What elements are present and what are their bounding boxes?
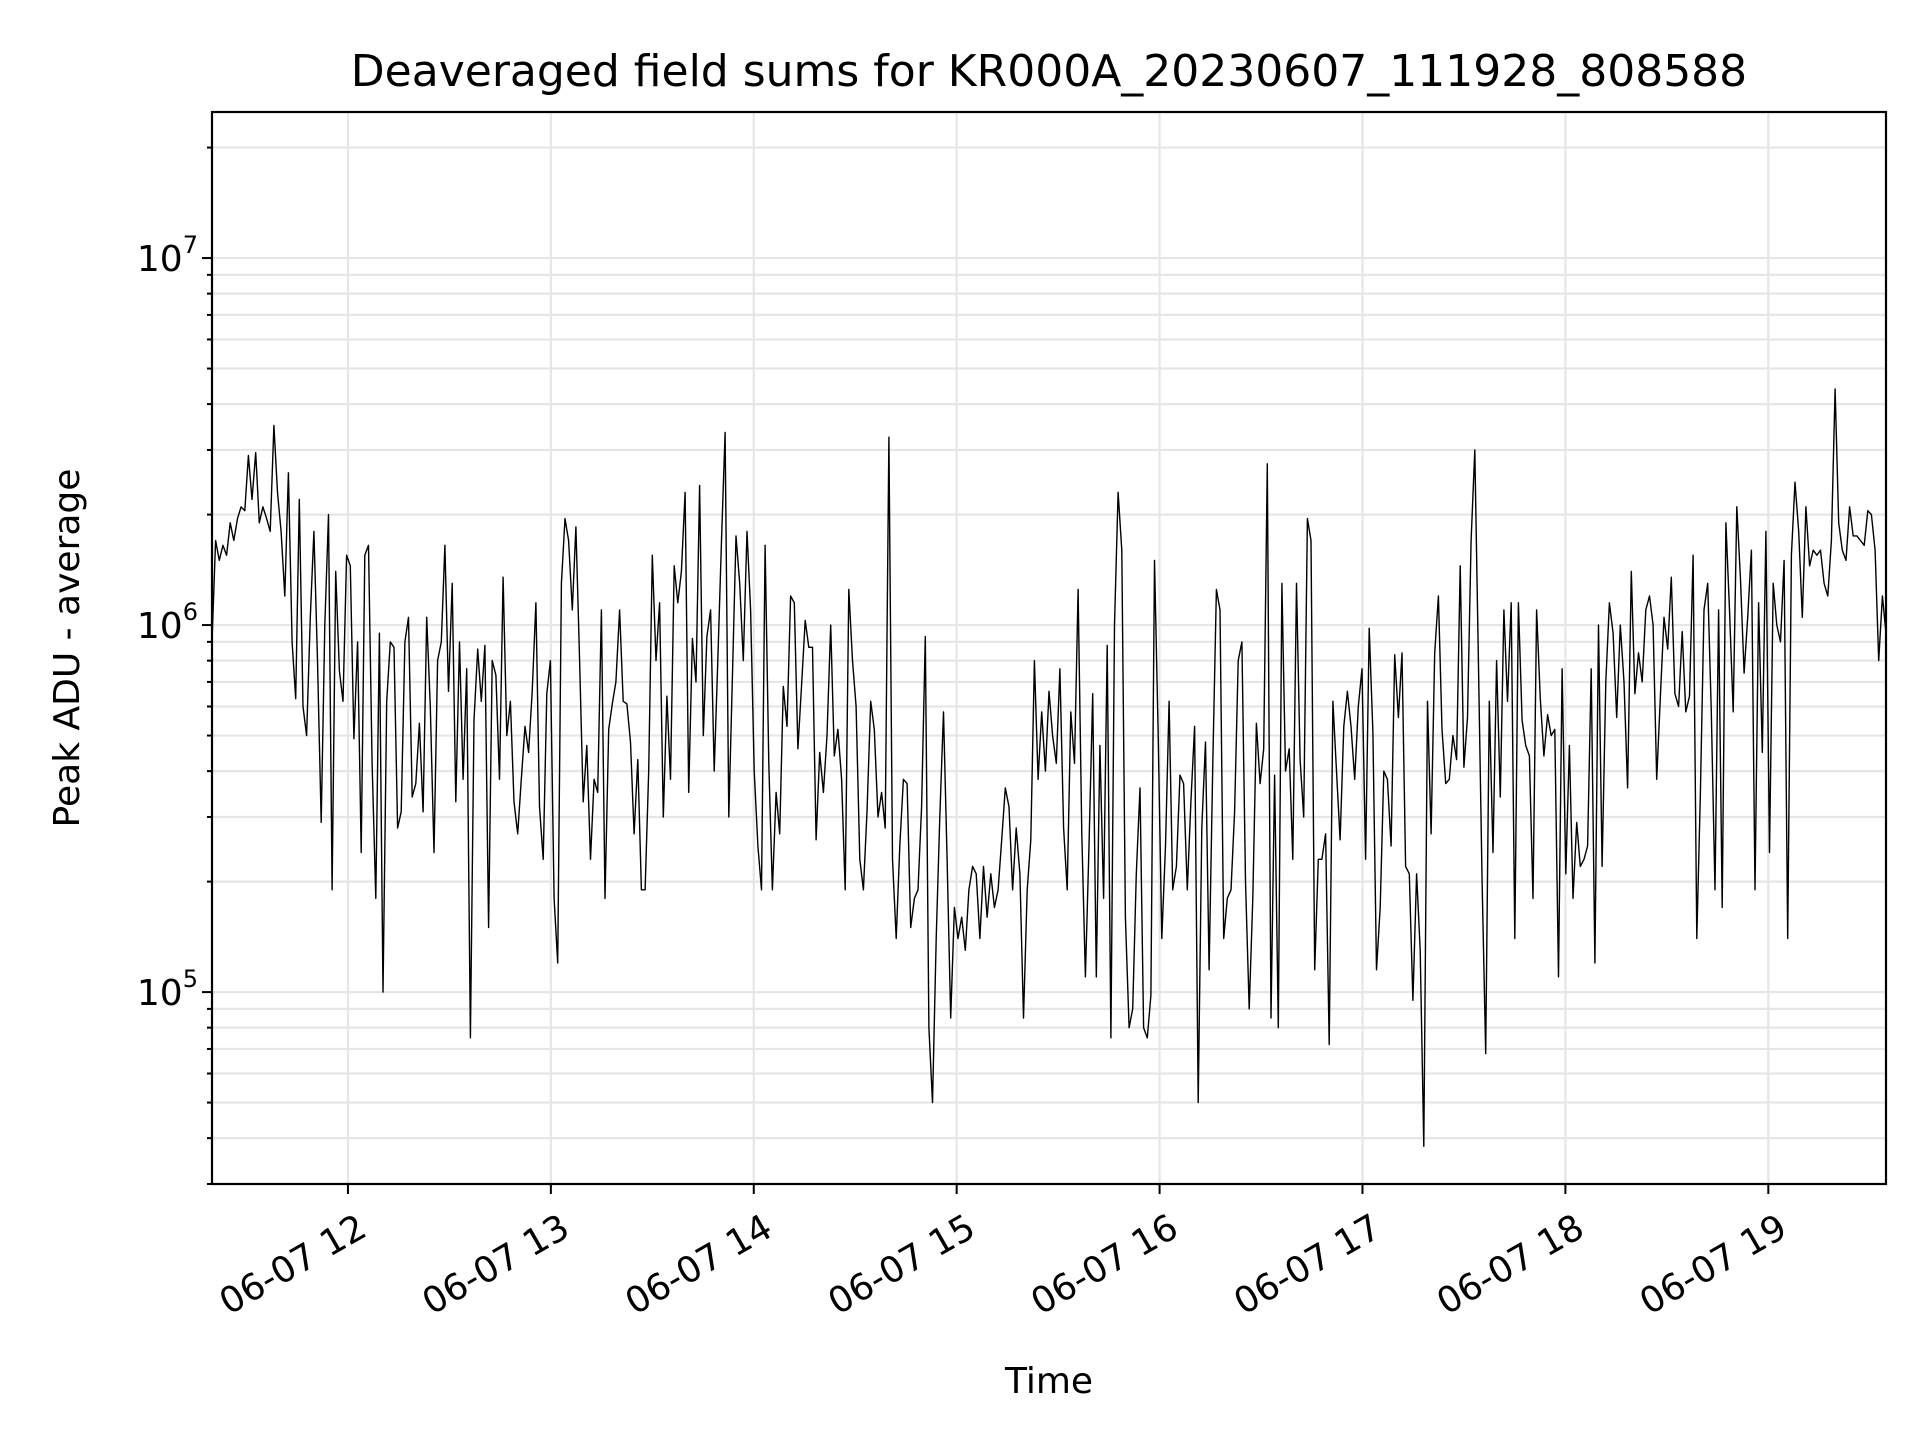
grid: [212, 112, 1886, 1186]
plot-frame: [210, 110, 1888, 1186]
chart-title: Deaveraged field sums for KR000A_2023060…: [351, 46, 1747, 97]
y-axis-label: Peak ADU - average: [47, 469, 88, 828]
series-line: [211, 388, 1887, 1148]
x-axis-label: Time: [1004, 1361, 1093, 1402]
y-tick-label: 106: [137, 598, 198, 647]
series-layer: [211, 388, 1887, 1148]
y-tick-label: 107: [137, 231, 198, 280]
y-tick-label: 105: [137, 965, 198, 1014]
